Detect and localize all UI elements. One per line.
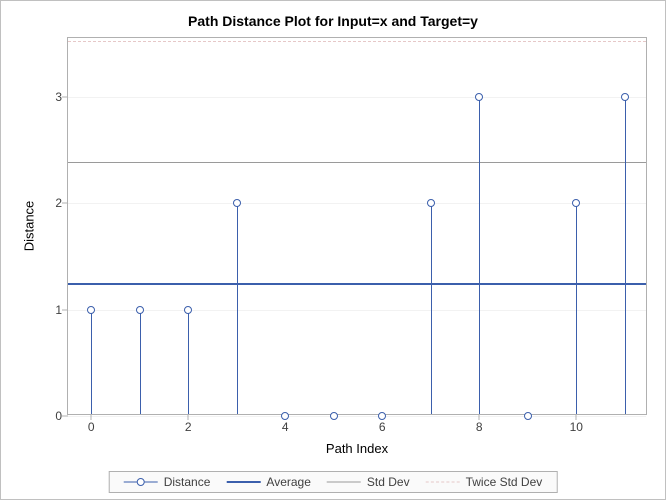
legend-swatch [426, 476, 460, 488]
legend-item-twice-std-dev: Twice Std Dev [426, 475, 543, 489]
legend-swatch [124, 476, 158, 488]
avg-line-line [68, 283, 646, 285]
needle [140, 308, 141, 414]
x-tick-mark [576, 414, 577, 420]
x-tick-mark [188, 414, 189, 420]
plot-area: 01230246810 [67, 37, 647, 415]
chart-frame: Path Distance Plot for Input=x and Targe… [0, 0, 666, 500]
y-tick-mark [62, 309, 68, 310]
y-tick-mark [62, 203, 68, 204]
legend-item-std-dev: Std Dev [327, 475, 410, 489]
legend-label: Average [266, 475, 310, 489]
needle [237, 201, 238, 414]
data-marker [621, 93, 629, 101]
x-tick-mark [91, 414, 92, 420]
data-marker [524, 412, 532, 420]
grid-line [68, 203, 646, 204]
needle [431, 201, 432, 414]
legend-label: Twice Std Dev [466, 475, 543, 489]
data-marker [281, 412, 289, 420]
data-marker [378, 412, 386, 420]
y-tick-mark [62, 416, 68, 417]
tstd-line-line [68, 41, 646, 42]
data-marker [572, 199, 580, 207]
data-marker [184, 306, 192, 314]
legend-item-distance: Distance [124, 475, 211, 489]
data-marker [136, 306, 144, 314]
x-tick-mark [479, 414, 480, 420]
data-marker [233, 199, 241, 207]
legend-label: Std Dev [367, 475, 410, 489]
needle [188, 308, 189, 414]
data-marker [475, 93, 483, 101]
data-marker [330, 412, 338, 420]
grid-line [68, 310, 646, 311]
grid-line [68, 416, 646, 417]
x-axis-label: Path Index [326, 441, 388, 456]
legend: Distance Average Std Dev Twice Std Dev [109, 471, 558, 493]
y-axis-label: Distance [22, 201, 37, 252]
legend-swatch [226, 476, 260, 488]
legend-label: Distance [164, 475, 211, 489]
needle [91, 308, 92, 414]
needle [576, 201, 577, 414]
legend-swatch [327, 476, 361, 488]
std-line-line [68, 162, 646, 163]
legend-item-average: Average [226, 475, 310, 489]
y-tick-mark [62, 96, 68, 97]
needle [479, 95, 480, 414]
needle [625, 95, 626, 414]
grid-line [68, 97, 646, 98]
chart-title: Path Distance Plot for Input=x and Targe… [1, 13, 665, 29]
data-marker [87, 306, 95, 314]
data-marker [427, 199, 435, 207]
